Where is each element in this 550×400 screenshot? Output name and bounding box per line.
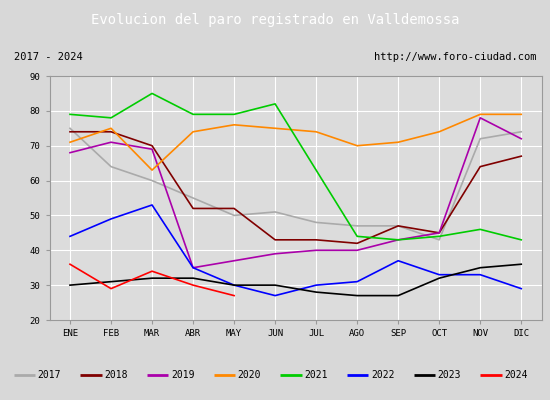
Text: 2024: 2024 [504, 370, 528, 380]
Text: 2019: 2019 [171, 370, 195, 380]
Text: http://www.foro-ciudad.com: http://www.foro-ciudad.com [374, 52, 536, 62]
Text: 2018: 2018 [104, 370, 128, 380]
Text: 2023: 2023 [438, 370, 461, 380]
Text: 2020: 2020 [238, 370, 261, 380]
Text: 2021: 2021 [304, 370, 328, 380]
Text: Evolucion del paro registrado en Valldemossa: Evolucion del paro registrado en Valldem… [91, 13, 459, 27]
Text: 2022: 2022 [371, 370, 394, 380]
Text: 2017 - 2024: 2017 - 2024 [14, 52, 82, 62]
Text: 2017: 2017 [37, 370, 61, 380]
